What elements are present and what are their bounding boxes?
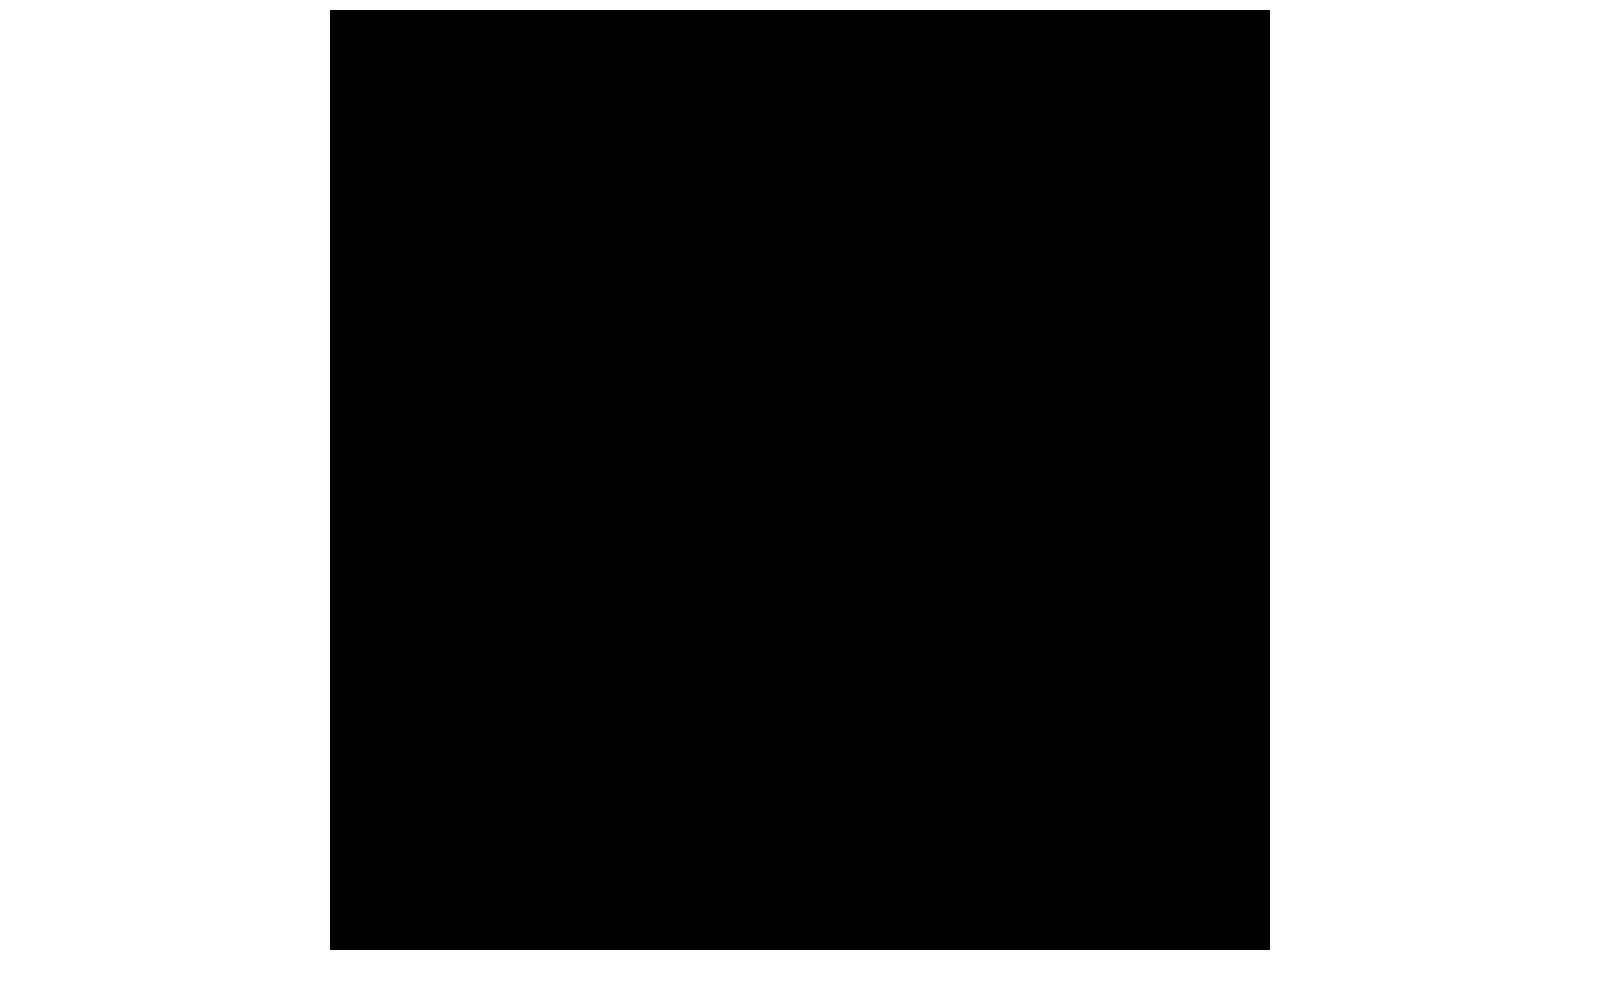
molecules-illustration <box>330 10 630 160</box>
infographic-stage <box>330 10 1270 950</box>
molecules-node <box>330 10 630 165</box>
